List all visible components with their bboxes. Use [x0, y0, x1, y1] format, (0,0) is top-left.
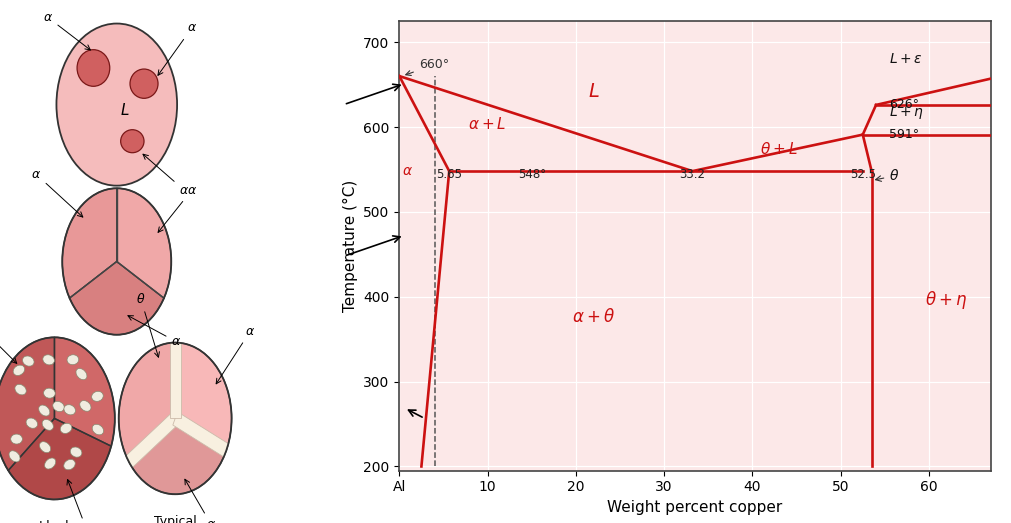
Wedge shape: [63, 188, 116, 298]
Text: $\alpha$: $\alpha$: [158, 184, 197, 232]
Ellipse shape: [39, 441, 51, 452]
Text: $\theta + \eta$: $\theta + \eta$: [925, 289, 968, 311]
Text: $\alpha + L$: $\alpha + L$: [468, 116, 507, 132]
Text: $L + \varepsilon$: $L + \varepsilon$: [890, 51, 923, 65]
Text: $\theta + L$: $\theta + L$: [760, 141, 798, 157]
Wedge shape: [55, 337, 115, 446]
Text: $L$: $L$: [587, 82, 600, 101]
Ellipse shape: [64, 459, 75, 470]
Polygon shape: [125, 413, 178, 468]
Text: $\alpha$: $\alpha$: [128, 316, 181, 348]
Wedge shape: [8, 418, 111, 499]
Ellipse shape: [22, 356, 34, 366]
Ellipse shape: [42, 419, 54, 430]
Text: 660°: 660°: [405, 59, 449, 75]
Text: $\alpha$: $\alpha$: [216, 325, 256, 384]
Text: 548°: 548°: [518, 168, 546, 181]
Ellipse shape: [13, 365, 24, 376]
Ellipse shape: [11, 434, 22, 444]
Wedge shape: [129, 418, 226, 494]
Ellipse shape: [44, 458, 56, 469]
Text: 52.5: 52.5: [850, 168, 876, 181]
Text: $\alpha$: $\alpha$: [158, 21, 197, 75]
Ellipse shape: [26, 418, 37, 428]
Ellipse shape: [92, 391, 103, 401]
Wedge shape: [70, 262, 164, 335]
X-axis label: Weight percent copper: Weight percent copper: [608, 500, 783, 515]
Text: 626°: 626°: [890, 98, 919, 111]
Text: $L$: $L$: [119, 102, 129, 118]
Text: $L + \eta$: $L + \eta$: [890, 104, 924, 121]
Ellipse shape: [120, 130, 144, 153]
Text: 33.2: 33.2: [679, 168, 706, 181]
Polygon shape: [173, 412, 228, 457]
Wedge shape: [0, 337, 55, 471]
Ellipse shape: [76, 369, 87, 380]
Y-axis label: Temperature (°C): Temperature (°C): [343, 180, 358, 312]
Ellipse shape: [61, 423, 72, 434]
Text: Ideal: Ideal: [39, 520, 70, 523]
Wedge shape: [116, 188, 171, 298]
Ellipse shape: [77, 50, 110, 86]
Ellipse shape: [71, 447, 82, 457]
Ellipse shape: [130, 69, 158, 98]
Text: $\theta$: $\theta$: [876, 168, 900, 184]
Text: $\theta$: $\theta$: [0, 313, 17, 363]
Ellipse shape: [43, 388, 56, 398]
Ellipse shape: [67, 355, 79, 365]
Text: 591°: 591°: [890, 128, 919, 141]
Text: Typical: Typical: [154, 515, 196, 523]
Text: $\alpha$: $\alpha$: [402, 164, 412, 177]
Text: $\alpha$: $\alpha$: [31, 168, 83, 217]
Text: $\alpha + \theta$: $\alpha + \theta$: [572, 308, 615, 326]
Polygon shape: [170, 343, 181, 418]
Ellipse shape: [64, 405, 76, 415]
Ellipse shape: [80, 401, 91, 411]
Ellipse shape: [9, 451, 20, 462]
Text: $\theta$: $\theta$: [136, 292, 160, 357]
Ellipse shape: [92, 424, 103, 435]
Wedge shape: [118, 343, 175, 462]
Text: $\alpha$: $\alpha$: [42, 11, 90, 50]
Ellipse shape: [42, 355, 55, 365]
Ellipse shape: [38, 405, 50, 416]
Text: 5.65: 5.65: [436, 168, 462, 181]
Circle shape: [57, 24, 177, 186]
Ellipse shape: [53, 401, 65, 412]
Wedge shape: [175, 343, 232, 450]
Ellipse shape: [15, 384, 26, 395]
Text: $\alpha$: $\alpha$: [185, 479, 216, 523]
Text: $\alpha$: $\alpha$: [143, 154, 189, 197]
Text: $\alpha$: $\alpha$: [67, 480, 92, 523]
